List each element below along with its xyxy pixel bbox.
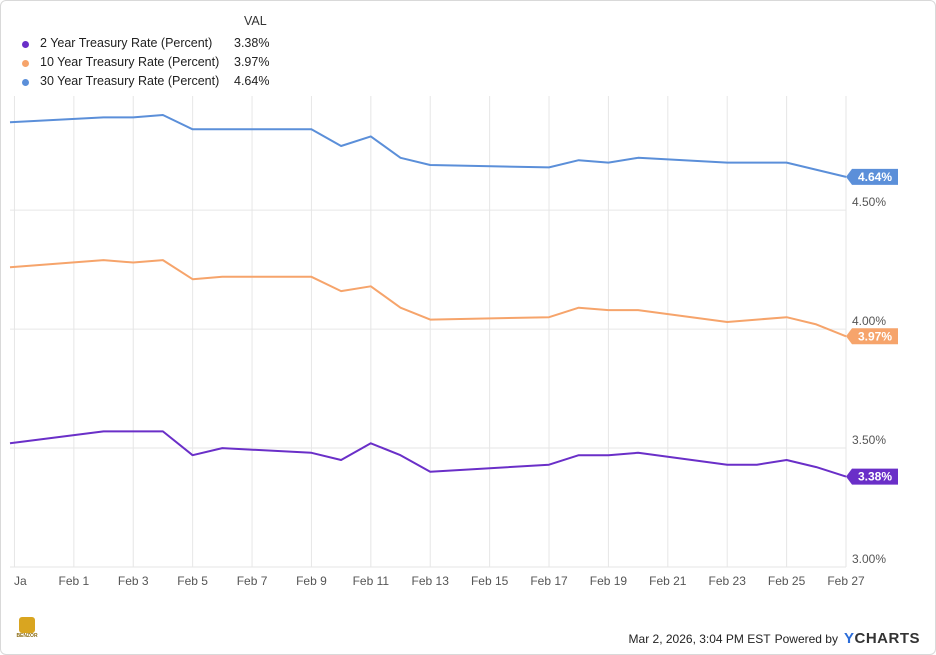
x-tick-label: Feb 1: [59, 574, 90, 588]
ycharts-y: Y: [843, 630, 855, 647]
legend-label: 10 Year Treasury Rate (Percent): [40, 55, 220, 69]
timestamp: Mar 2, 2026, 3:04 PM EST: [628, 631, 771, 646]
x-tick-label: Feb 3: [118, 574, 149, 588]
x-tick-label: Feb 27: [827, 574, 865, 588]
x-tick-label: Feb 25: [768, 574, 806, 588]
ycharts-logo[interactable]: YCHARTS: [844, 630, 920, 647]
x-tick-label: Ja: [14, 574, 27, 588]
legend-marker-icon: [22, 60, 29, 67]
legend-value: 4.64%: [234, 74, 270, 88]
x-tick-label: Feb 17: [530, 574, 568, 588]
footer: Mar 2, 2026, 3:04 PM EST Powered by YCHA…: [629, 630, 920, 647]
series-end-label: 4.64%: [846, 168, 898, 185]
x-tick-label: Feb 5: [177, 574, 208, 588]
x-tick-label: Feb 13: [412, 574, 450, 588]
end-label-text: 4.64%: [858, 170, 892, 184]
end-label-badge: [846, 168, 898, 185]
end-label-badge: [846, 328, 898, 345]
y-tick-label: 4.00%: [852, 314, 886, 328]
x-tick-label: Feb 9: [296, 574, 327, 588]
end-label-text: 3.97%: [858, 329, 892, 343]
x-tick-label: Feb 21: [649, 574, 687, 588]
series-end-label: 3.38%: [846, 468, 898, 485]
x-tick-label: Feb 19: [590, 574, 628, 588]
legend-label: 30 Year Treasury Rate (Percent): [40, 74, 220, 88]
powered-by-label: Powered by: [774, 631, 838, 646]
series-line: [9, 259, 847, 338]
y-tick-label: 3.00%: [852, 552, 886, 566]
x-tick-label: Feb 7: [237, 574, 268, 588]
series-line: [9, 430, 847, 478]
ycharts-text: CHARTS: [854, 630, 920, 647]
legend-marker-icon: [22, 79, 29, 86]
legend-value: 3.97%: [234, 55, 270, 69]
legend-label: 2 Year Treasury Rate (Percent): [40, 36, 213, 50]
legend-value: 3.38%: [234, 36, 270, 50]
y-tick-label: 3.50%: [852, 433, 886, 447]
x-tick-label: Feb 23: [709, 574, 747, 588]
end-label-badge: [846, 468, 898, 485]
series-end-label: 3.97%: [846, 328, 898, 345]
legend-marker-icon: [22, 41, 29, 48]
logo-text: BENZOR: [16, 633, 38, 639]
benzinga-logo: BENZOR: [14, 617, 40, 647]
series-line: [9, 114, 847, 178]
legend-value-header: VAL: [244, 14, 267, 28]
end-label-text: 3.38%: [858, 470, 892, 484]
x-tick-label: Feb 15: [471, 574, 509, 588]
y-tick-label: 4.50%: [852, 195, 886, 209]
bull-icon: [19, 617, 35, 633]
x-tick-label: Feb 11: [353, 574, 390, 588]
